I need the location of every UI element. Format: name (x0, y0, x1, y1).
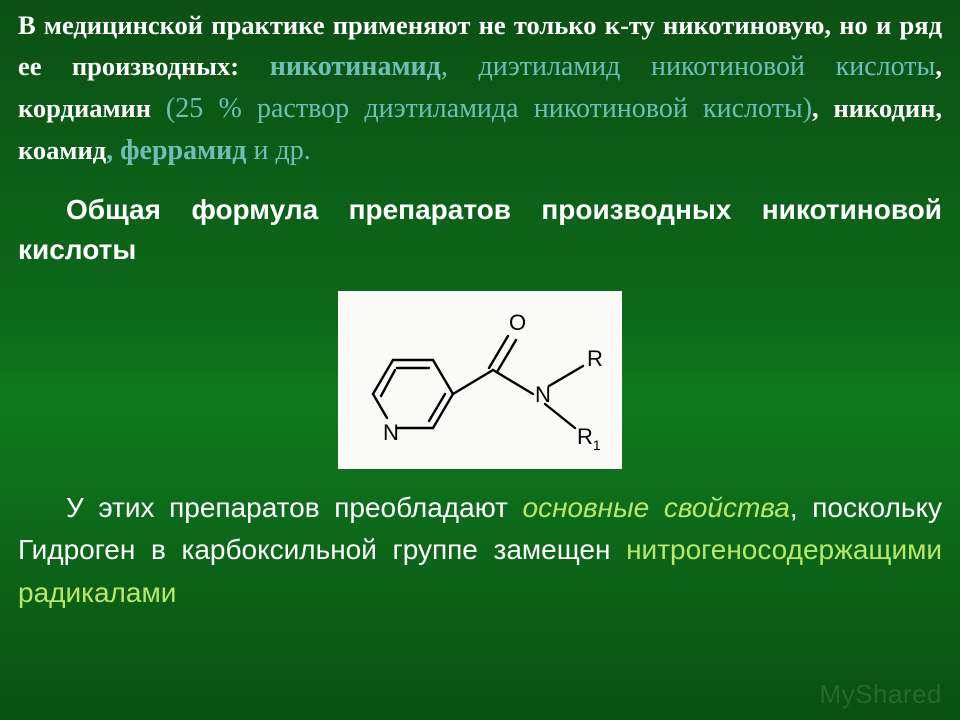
atom-n-amide: N (535, 382, 551, 407)
group-r: R (587, 346, 603, 371)
atom-o: O (509, 310, 526, 335)
chem-structure-wrap: N O N R R1 (18, 291, 942, 469)
props-seg1: У этих препаратов преобладают (66, 492, 523, 523)
group-r1: R1 (577, 424, 601, 453)
props-basic: основные свойства (523, 492, 790, 523)
paragraph-intro: В медицинской практике применяют не толь… (18, 6, 942, 172)
chem-structure-box: N O N R R1 (338, 291, 622, 469)
paragraph-properties: У этих препаратов преобладают основные с… (18, 487, 942, 615)
slide: В медицинской практике применяют не толь… (0, 0, 960, 720)
paragraph-formula-title: Общая формула препаратов производных ник… (18, 190, 942, 271)
drug-solution: (25 % раствор диэтиламида никотиновой ки… (166, 93, 812, 124)
drug-ferramid: , феррамид (106, 135, 253, 166)
slide-content: В медицинской практике применяют не толь… (18, 6, 942, 720)
chem-structure-svg: N O N R R1 (345, 300, 615, 460)
intro-etc: и др. (253, 135, 310, 166)
drug-diethylamide: , диэтиламид никотиновой кислоты (441, 51, 936, 82)
watermark: MyShared (820, 679, 943, 710)
atom-n-ring: N (383, 420, 399, 445)
drug-nicotinamide: никотинамид (239, 51, 441, 82)
